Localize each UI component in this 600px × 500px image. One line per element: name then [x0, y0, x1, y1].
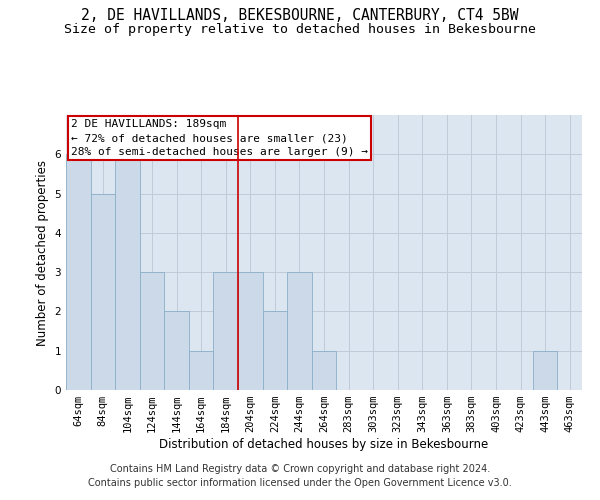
Bar — [66, 154, 91, 390]
Text: Size of property relative to detached houses in Bekesbourne: Size of property relative to detached ho… — [64, 22, 536, 36]
Y-axis label: Number of detached properties: Number of detached properties — [36, 160, 49, 346]
Bar — [287, 272, 312, 390]
Bar — [140, 272, 164, 390]
Bar — [189, 350, 214, 390]
Bar — [214, 272, 238, 390]
Text: 2 DE HAVILLANDS: 189sqm
← 72% of detached houses are smaller (23)
28% of semi-de: 2 DE HAVILLANDS: 189sqm ← 72% of detache… — [71, 119, 368, 157]
Bar — [312, 350, 336, 390]
Bar — [164, 312, 189, 390]
Text: 2, DE HAVILLANDS, BEKESBOURNE, CANTERBURY, CT4 5BW: 2, DE HAVILLANDS, BEKESBOURNE, CANTERBUR… — [81, 8, 519, 22]
Text: Contains HM Land Registry data © Crown copyright and database right 2024.
Contai: Contains HM Land Registry data © Crown c… — [88, 464, 512, 487]
Bar — [115, 154, 140, 390]
Bar — [263, 312, 287, 390]
Bar — [91, 194, 115, 390]
Bar — [533, 350, 557, 390]
X-axis label: Distribution of detached houses by size in Bekesbourne: Distribution of detached houses by size … — [160, 438, 488, 451]
Bar — [238, 272, 263, 390]
